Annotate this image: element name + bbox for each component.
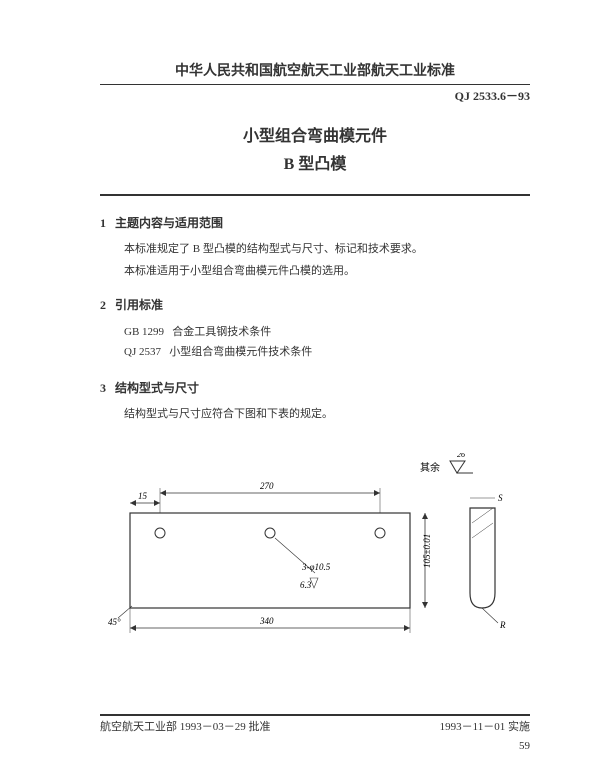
header-rule: [100, 84, 530, 85]
diagram-svg: 其余 26 270 15: [100, 453, 520, 653]
engineering-diagram: 其余 26 270 15: [100, 453, 520, 653]
paragraph: 本标准适用于小型组合弯曲模元件凸模的选用。: [124, 263, 530, 281]
paragraph: 本标准规定了 B 型凸模的结构型式与尺寸、标记和技术要求。: [124, 241, 530, 259]
footer-rule: [100, 714, 530, 716]
section-title: 引用标准: [115, 298, 163, 312]
dim-15: 15: [138, 491, 148, 501]
page-number: 59: [519, 740, 530, 752]
ref-code: QJ 2537: [124, 346, 161, 358]
dim-s: S: [498, 493, 503, 503]
ref-name: 小型组合弯曲模元件技术条件: [169, 346, 312, 358]
dim-r: R: [499, 620, 506, 630]
svg-text:26: 26: [457, 453, 465, 459]
approval-text: 航空航天工业部 1993－03－29 批准: [100, 718, 271, 734]
section-heading-3: 3 结构型式与尺寸: [100, 379, 530, 396]
dim-270: 270: [260, 481, 274, 491]
front-view-outline: [130, 513, 410, 608]
dim-holes: 3-φ10.5: [301, 562, 331, 572]
document-page: 中华人民共和国航空航天工业部航天工业标准 QJ 2533.6－93 小型组合弯曲…: [0, 0, 600, 776]
standard-code: QJ 2533.6－93: [100, 87, 530, 104]
effective-text: 1993－11－01 实施: [440, 718, 530, 734]
dim-rough: 6.3: [300, 580, 312, 590]
ref-code: GB 1299: [124, 326, 164, 338]
side-view-outline: [470, 508, 495, 608]
title-sub: B 型凸模: [100, 150, 530, 174]
dim-chamfer: 45°: [108, 617, 121, 627]
section-heading-2: 2 引用标准: [100, 296, 530, 313]
reference-item: GB 1299 合金工具钢技术条件: [124, 323, 530, 343]
section-num: 3: [100, 381, 106, 395]
paragraph: 结构型式与尺寸应符合下图和下表的规定。: [124, 406, 530, 424]
section-num: 1: [100, 216, 106, 230]
footer-row: 航空航天工业部 1993－03－29 批准 1993－11－01 实施: [100, 718, 530, 734]
title-rule: [100, 194, 530, 196]
dim-height: 105±0.01: [422, 534, 432, 568]
section-num: 2: [100, 298, 106, 312]
section-title: 主题内容与适用范围: [115, 216, 223, 230]
title-main: 小型组合弯曲模元件: [100, 122, 530, 146]
org-header: 中华人民共和国航空航天工业部航天工业标准: [100, 60, 530, 80]
reference-item: QJ 2537 小型组合弯曲模元件技术条件: [124, 343, 530, 363]
section-heading-1: 1 主题内容与适用范围: [100, 214, 530, 231]
ref-name: 合金工具钢技术条件: [172, 326, 271, 338]
section-title: 结构型式与尺寸: [115, 381, 199, 395]
annotation-other: 其余: [420, 461, 440, 474]
dim-340: 340: [259, 616, 274, 626]
